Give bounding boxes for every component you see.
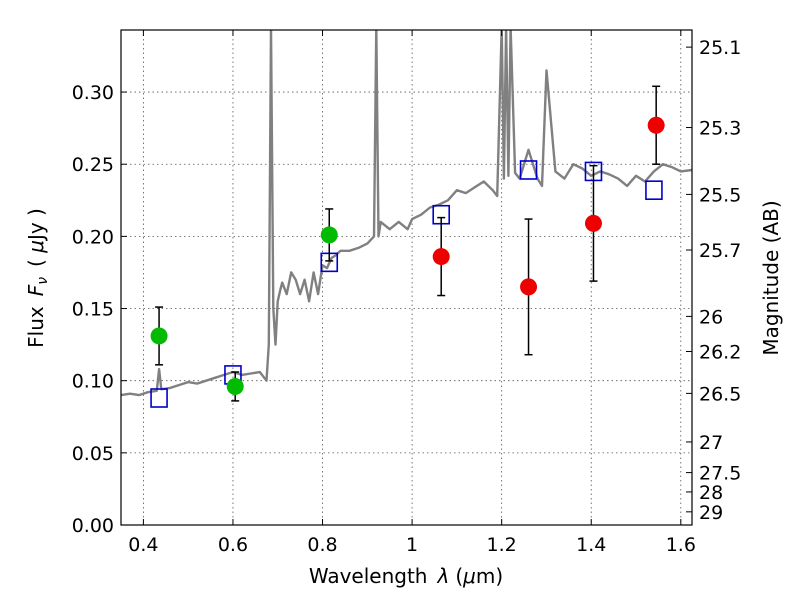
grid <box>121 30 692 525</box>
model-flux-square <box>645 180 663 200</box>
photometry-point <box>432 248 450 266</box>
photometry-point <box>226 377 244 395</box>
y2-tick-label: 25.7 <box>699 240 741 262</box>
y2-tick-label: 25.5 <box>699 184 741 206</box>
photometry-point <box>647 116 665 134</box>
y-tick-label: 0.15 <box>72 299 114 321</box>
y2-tick-label: 27 <box>699 432 723 454</box>
y2-tick-label: 26.2 <box>699 341 741 363</box>
y2-tick-label: 28 <box>699 482 723 504</box>
photometry-point <box>150 327 168 345</box>
y-tick-label: 0.20 <box>72 226 114 248</box>
photometry-point <box>520 278 538 296</box>
y-tick-label: 0.30 <box>72 82 114 104</box>
y-tick-label: 0.00 <box>72 515 114 537</box>
photometry-point <box>320 226 338 244</box>
y2-tick-label: 26 <box>699 306 723 328</box>
x-tick-label: 1 <box>406 534 418 556</box>
data-layer <box>121 30 692 408</box>
y2-tick-label: 27.5 <box>699 463 741 485</box>
y2-tick-label: 25.1 <box>699 37 741 59</box>
x-tick-label: 1.4 <box>576 534 606 556</box>
model-flux-square <box>150 388 168 408</box>
ticks: 0.4 0.6 0.8 1 1.2 1.4 1.6 0.00 0.05 0.10 0.15 0.20 0… <box>72 30 741 556</box>
y2-tick-label: 25.3 <box>699 118 741 140</box>
x-tick-label: 0.8 <box>307 534 337 556</box>
y2-axis-title: Magnitude (AB) <box>759 200 783 355</box>
x-tick-label: 1.6 <box>666 534 696 556</box>
x-tick-label: 0.4 <box>128 534 158 556</box>
y-tick-label: 0.25 <box>72 154 114 176</box>
y-tick-label: 0.10 <box>72 371 114 393</box>
model-flux-square <box>519 160 538 180</box>
template-spectrum-line <box>121 30 692 397</box>
plot-frame <box>120 29 693 526</box>
x-axis-title: Wavelength λ (μm) <box>309 564 503 588</box>
y-axis-title: FluxFν( μJy ) <box>24 208 51 348</box>
x-tick-label: 1.2 <box>487 534 517 556</box>
photometry-point <box>584 214 602 232</box>
y2-tick-label: 26.5 <box>699 383 741 405</box>
x-tick-label: 0.6 <box>218 534 248 556</box>
y-tick-label: 0.05 <box>72 443 114 465</box>
y2-tick-label: 29 <box>699 502 723 524</box>
